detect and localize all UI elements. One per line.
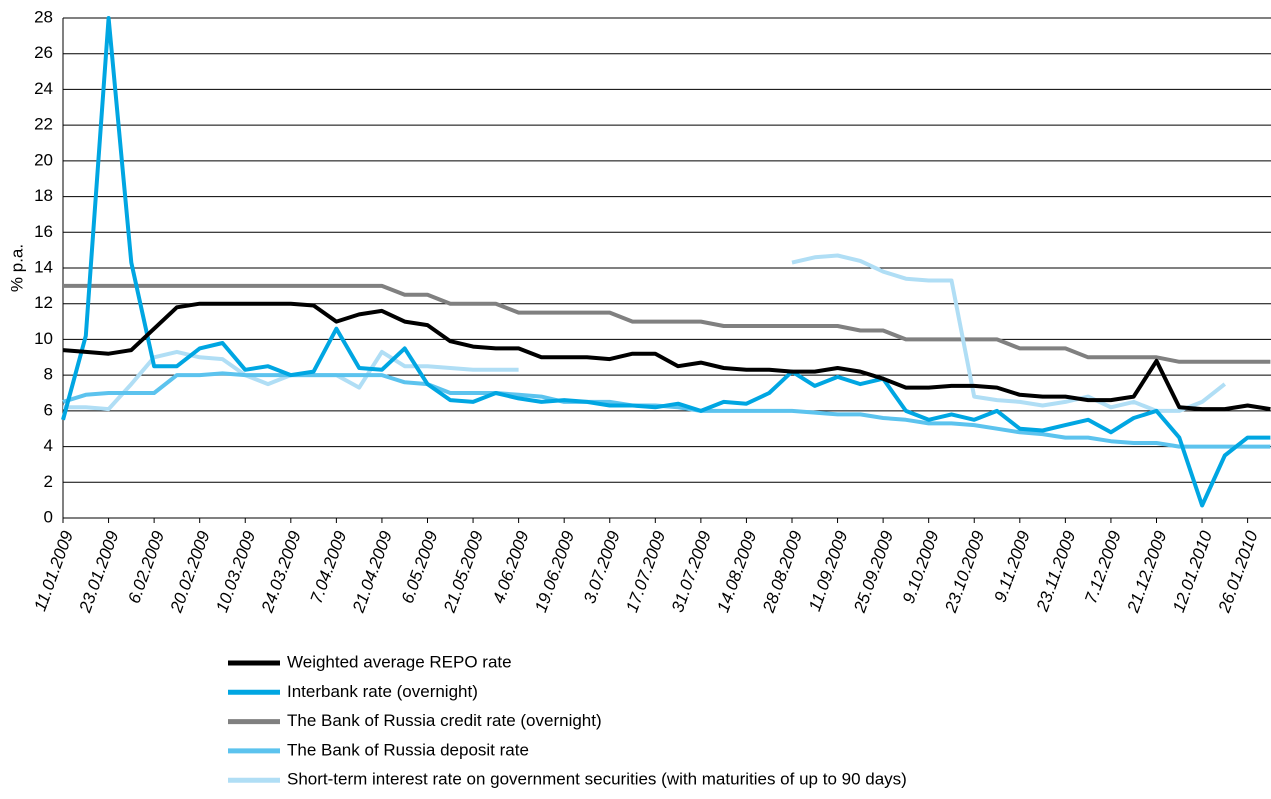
x-tick-label: 11.09.2009 (805, 528, 852, 614)
x-tick-label: 23.10.2009 (941, 528, 988, 616)
series-line (63, 283, 1271, 364)
y-tick-label: 14 (34, 257, 53, 276)
x-tick-label: 3.07.2009 (580, 528, 624, 606)
legend-label: The Bank of Russia deposit rate (287, 740, 529, 759)
x-tick-label: 9.10.2009 (899, 528, 943, 606)
y-tick-label: 18 (34, 186, 53, 205)
x-tick-label: 24.03.2009 (257, 528, 304, 616)
y-tick-label: 2 (44, 472, 53, 491)
y-tick-label: 8 (44, 365, 53, 384)
y-tick-label: 22 (34, 115, 53, 134)
legend-label: Interbank rate (overnight) (287, 682, 478, 701)
x-tick-label: 11.01.2009 (30, 528, 77, 614)
y-tick-label: 0 (44, 507, 53, 526)
x-tick-label: 4.06.2009 (489, 528, 533, 606)
x-tick-label: 10.03.2009 (212, 528, 259, 615)
y-tick-label: 16 (34, 222, 53, 241)
x-tick-label: 20.02.2009 (166, 528, 213, 616)
series-line (62, 371, 1271, 449)
x-tick-label: 7.04.2009 (307, 528, 351, 606)
x-tick-label: 21.05.2009 (440, 528, 487, 616)
x-tick-label: 25.09.2009 (850, 528, 897, 616)
series-line (63, 253, 1227, 413)
x-tick-label: 21.12.2009 (1123, 528, 1170, 616)
x-tick-label: 19.06.2009 (531, 528, 578, 615)
x-tick-label: 31.07.2009 (668, 528, 715, 615)
x-tick-label: 9.11.2009 (990, 528, 1033, 605)
x-tick-label: 12.01.2010 (1169, 528, 1216, 615)
x-tick-label: 14.08.2009 (713, 528, 760, 615)
x-tick-label: 6.02.2009 (124, 528, 168, 606)
y-tick-label: 24 (34, 79, 53, 98)
y-axis-label: % p.a. (7, 244, 26, 292)
y-tick-label: 6 (44, 400, 53, 419)
legend-label: Short-term interest rate on government s… (287, 770, 907, 789)
x-tick-label: 23.01.2009 (75, 528, 122, 616)
series-line (61, 16, 1271, 508)
x-tick-label: 6.05.2009 (398, 528, 442, 606)
x-tick-label: 17.07.2009 (622, 528, 669, 615)
y-tick-label: 12 (34, 293, 53, 312)
x-tick-label: 28.08.2009 (759, 528, 806, 616)
series-line (62, 301, 1271, 412)
y-tick-label: 26 (34, 43, 53, 62)
y-tick-label: 20 (34, 150, 53, 169)
x-tick-label: 23.11.2009 (1032, 528, 1079, 615)
y-tick-label: 10 (34, 329, 53, 348)
y-tick-label: 4 (44, 436, 53, 455)
x-tick-label: 7.12.2009 (1081, 528, 1125, 606)
legend-label: Weighted average REPO rate (287, 652, 512, 671)
legend-label: The Bank of Russia credit rate (overnigh… (287, 711, 602, 730)
x-tick-label: 21.04.2009 (349, 528, 396, 616)
y-tick-label: 28 (34, 7, 53, 26)
x-tick-label: 26.01.2010 (1214, 528, 1261, 616)
